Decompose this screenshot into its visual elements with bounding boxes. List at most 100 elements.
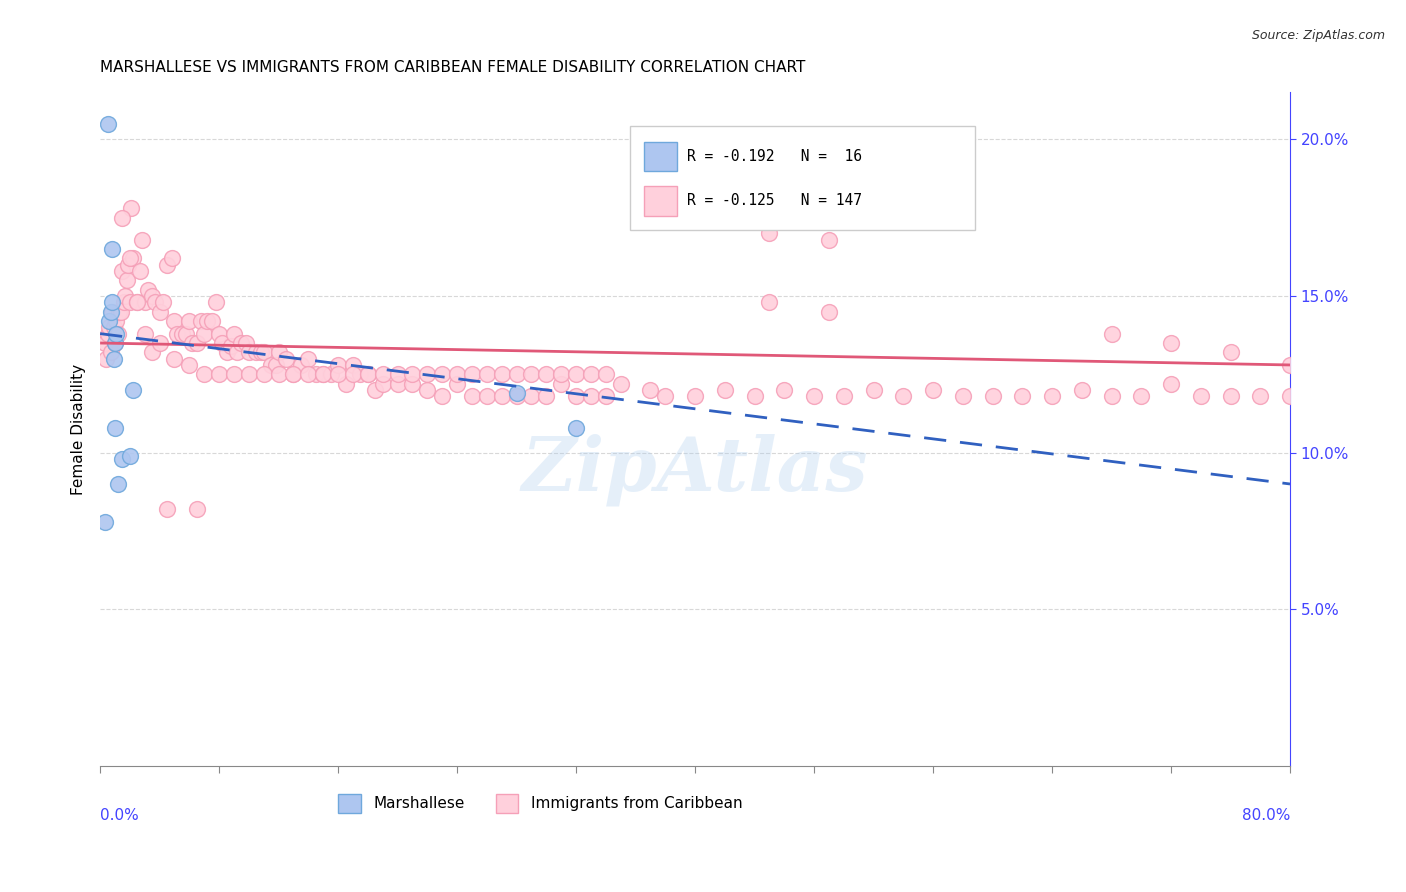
- Point: [505, 389, 527, 403]
- Point: [432, 389, 454, 403]
- Point: [264, 358, 287, 372]
- Point: [170, 326, 193, 341]
- Point: [416, 368, 439, 382]
- Point: [222, 326, 245, 341]
- Text: MARSHALLESE VS IMMIGRANTS FROM CARIBBEAN FEMALE DISABILITY CORRELATION CHART: MARSHALLESE VS IMMIGRANTS FROM CARIBBEAN…: [100, 60, 806, 75]
- Point: [283, 368, 305, 382]
- Point: [349, 368, 371, 382]
- Point: [156, 502, 179, 516]
- Point: [186, 502, 208, 516]
- Point: [565, 389, 588, 403]
- Point: [364, 383, 387, 397]
- Point: [491, 389, 513, 403]
- Point: [103, 320, 125, 334]
- Point: [891, 389, 914, 403]
- Point: [1160, 376, 1182, 391]
- Point: [446, 376, 468, 391]
- Point: [520, 368, 543, 382]
- Point: [432, 368, 454, 382]
- Point: [357, 368, 380, 382]
- Point: [319, 368, 342, 382]
- Point: [97, 117, 120, 131]
- Point: [160, 252, 183, 266]
- Point: [149, 304, 172, 318]
- Point: [118, 295, 141, 310]
- Point: [193, 368, 215, 382]
- Point: [640, 383, 662, 397]
- Point: [773, 383, 796, 397]
- Point: [595, 368, 617, 382]
- Point: [249, 345, 271, 359]
- Point: [186, 336, 208, 351]
- Point: [536, 368, 558, 382]
- Point: [981, 389, 1004, 403]
- Point: [267, 368, 290, 382]
- Point: [118, 449, 141, 463]
- Point: [193, 326, 215, 341]
- Point: [211, 336, 233, 351]
- Point: [103, 351, 125, 366]
- Point: [219, 339, 242, 353]
- Point: [357, 368, 380, 382]
- Point: [101, 295, 124, 310]
- Point: [401, 368, 423, 382]
- Point: [818, 233, 841, 247]
- Point: [93, 336, 115, 351]
- Point: [108, 304, 131, 318]
- Point: [1249, 389, 1271, 403]
- Point: [152, 295, 174, 310]
- Point: [201, 314, 224, 328]
- Point: [127, 295, 149, 310]
- Point: [1040, 389, 1063, 403]
- Point: [922, 383, 945, 397]
- Point: [121, 383, 143, 397]
- Point: [267, 345, 290, 359]
- Point: [565, 368, 588, 382]
- Point: [416, 383, 439, 397]
- Point: [166, 326, 188, 341]
- Point: [609, 376, 631, 391]
- FancyBboxPatch shape: [644, 142, 678, 171]
- Point: [579, 389, 602, 403]
- Point: [121, 252, 143, 266]
- Point: [179, 314, 201, 328]
- Point: [595, 389, 617, 403]
- Point: [238, 368, 260, 382]
- Point: [297, 351, 319, 366]
- Point: [952, 389, 974, 403]
- Point: [235, 336, 257, 351]
- Point: [117, 258, 139, 272]
- Point: [94, 351, 117, 366]
- Point: [536, 389, 558, 403]
- Point: [505, 386, 527, 401]
- Point: [215, 345, 238, 359]
- Point: [862, 383, 884, 397]
- Point: [1279, 389, 1302, 403]
- Point: [683, 389, 706, 403]
- Point: [1219, 389, 1241, 403]
- Point: [803, 389, 825, 403]
- Point: [401, 376, 423, 391]
- Point: [149, 336, 172, 351]
- Point: [579, 368, 602, 382]
- Text: Source: ZipAtlas.com: Source: ZipAtlas.com: [1251, 29, 1385, 42]
- Point: [335, 376, 357, 391]
- Point: [111, 211, 134, 225]
- Point: [1279, 358, 1302, 372]
- Point: [283, 368, 305, 382]
- Point: [190, 314, 212, 328]
- Text: 80.0%: 80.0%: [1241, 807, 1291, 822]
- Point: [253, 345, 276, 359]
- Point: [371, 376, 394, 391]
- Point: [231, 336, 253, 351]
- Point: [112, 295, 135, 310]
- Point: [565, 420, 588, 434]
- Point: [446, 368, 468, 382]
- FancyBboxPatch shape: [644, 186, 678, 216]
- Point: [238, 345, 260, 359]
- Point: [550, 376, 572, 391]
- Point: [387, 376, 409, 391]
- Point: [141, 289, 163, 303]
- Point: [134, 295, 156, 310]
- Point: [818, 304, 841, 318]
